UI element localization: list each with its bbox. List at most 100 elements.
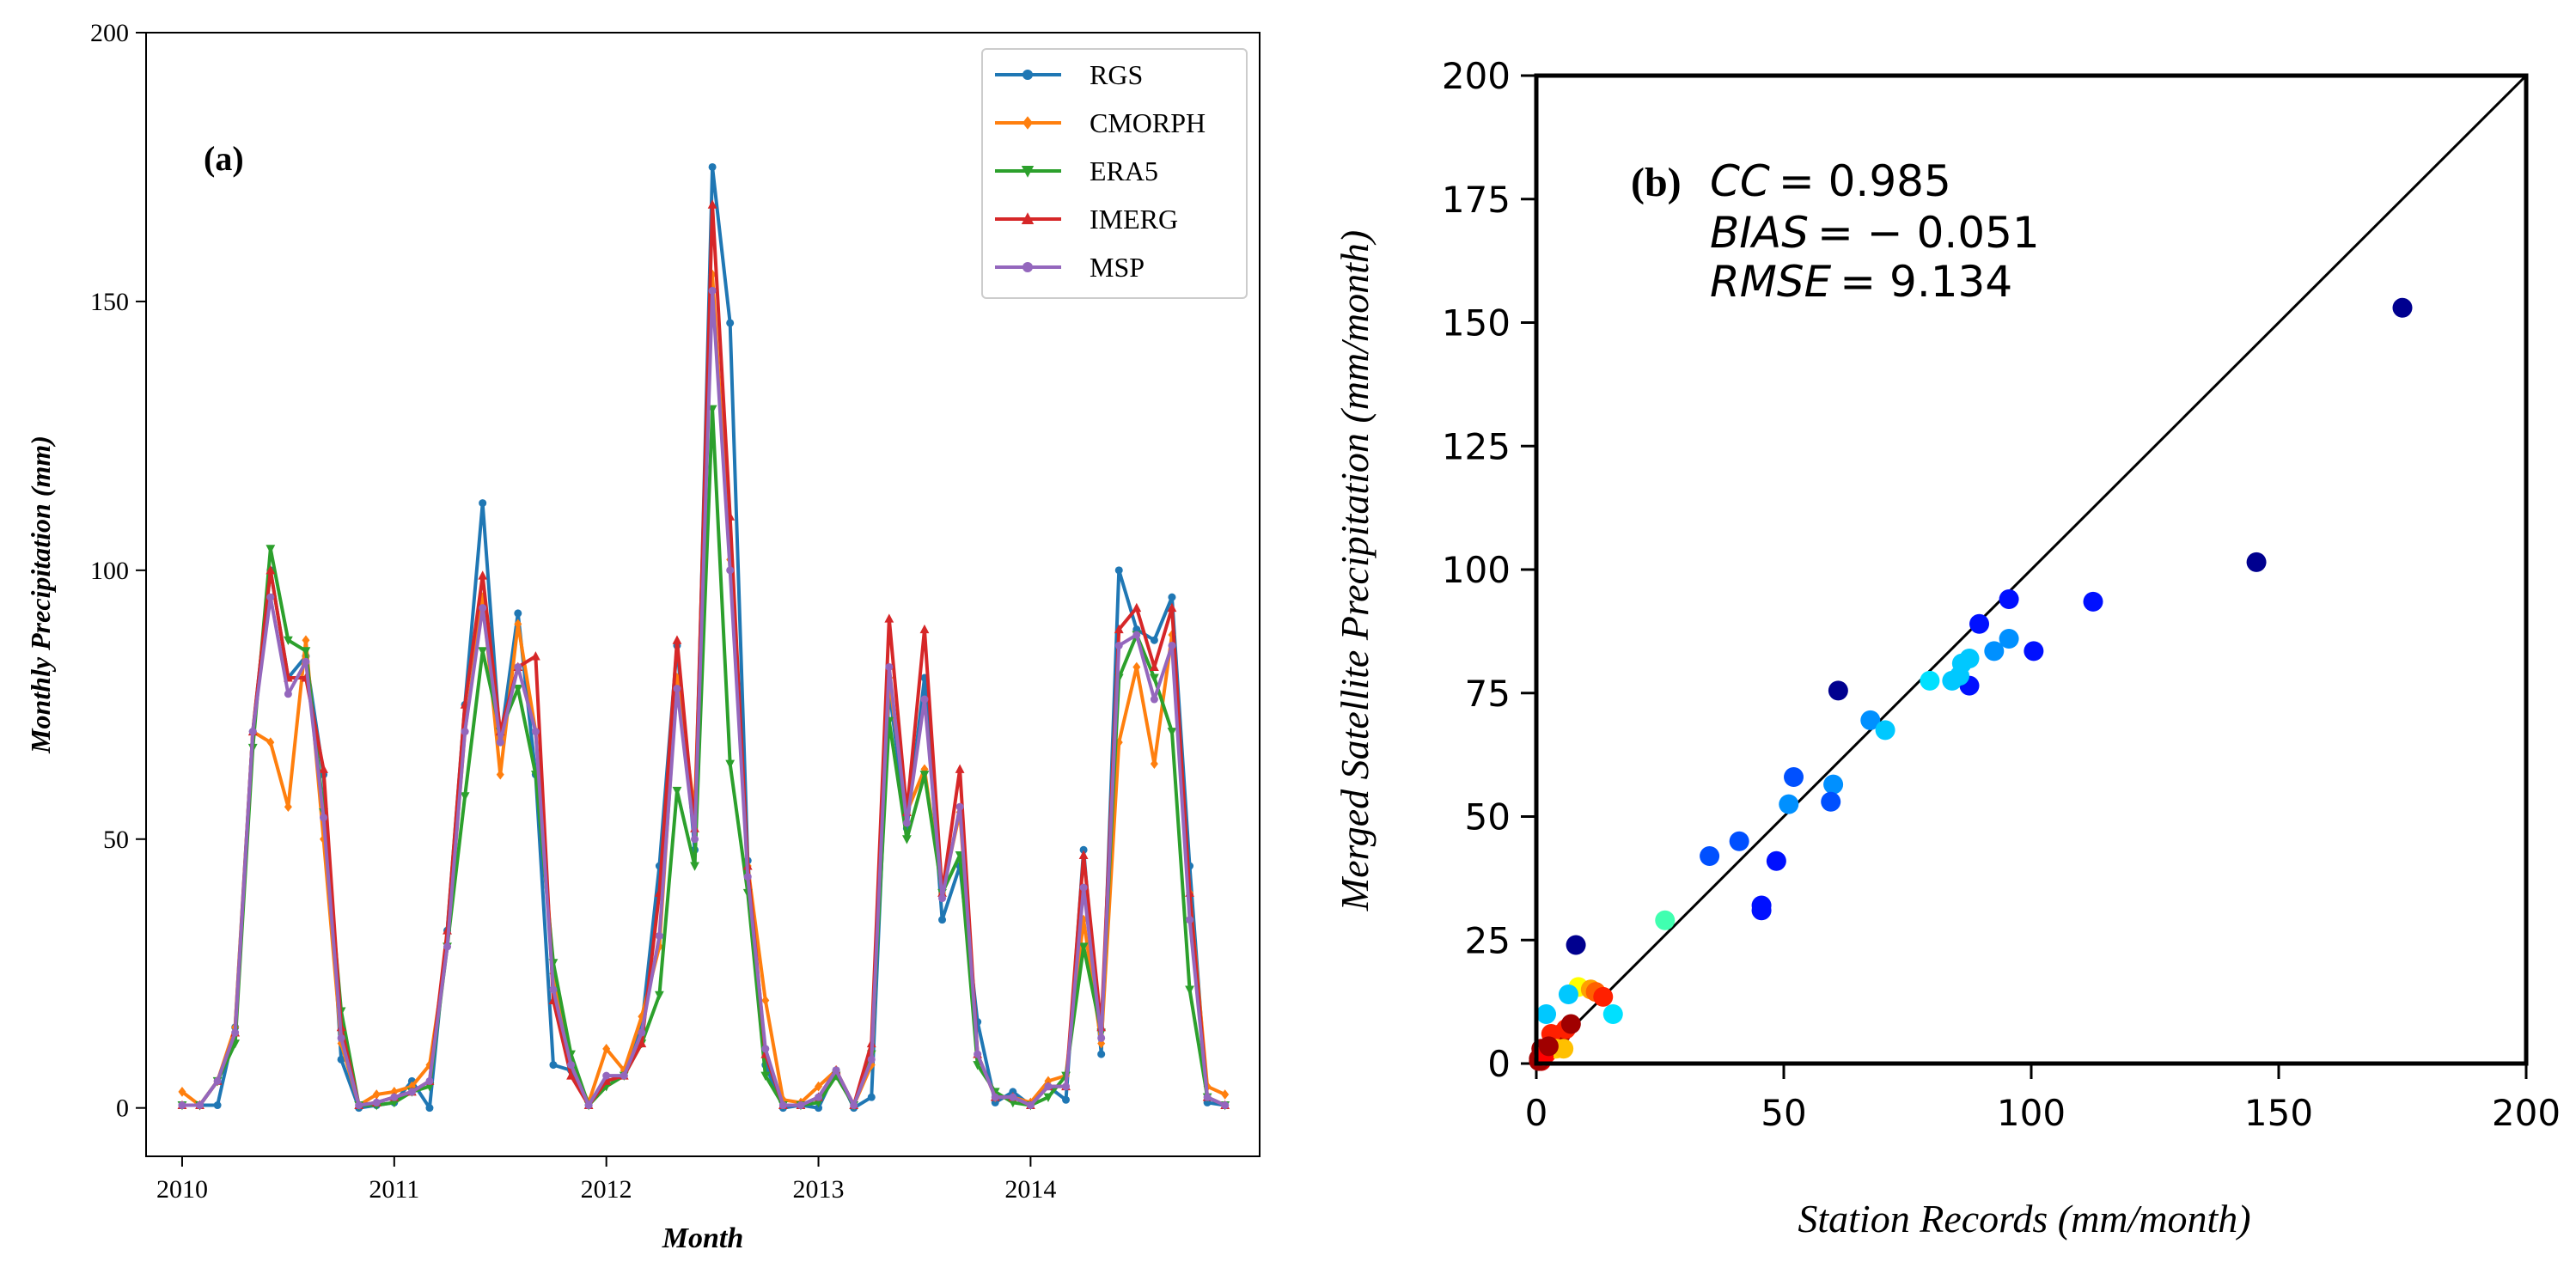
data-point xyxy=(425,1059,434,1070)
data-point xyxy=(284,690,292,698)
data-point xyxy=(1079,845,1088,854)
stat-bias-value: = − 0.051 xyxy=(1817,208,2040,258)
data-point xyxy=(1079,883,1088,892)
legend-label: MSP xyxy=(1090,252,1145,283)
data-point xyxy=(1203,1093,1212,1101)
data-point xyxy=(284,802,292,813)
panel-a-y-axis-title: Monthly Precipitation (mm) xyxy=(25,436,56,754)
data-point xyxy=(884,613,894,623)
stat-cc-var: CC xyxy=(1710,156,1770,206)
x-tick-label: 2011 xyxy=(369,1175,419,1204)
data-point xyxy=(726,319,735,327)
data-point xyxy=(708,162,717,171)
data-point xyxy=(638,1028,646,1037)
data-point xyxy=(919,771,930,780)
data-point xyxy=(637,1038,647,1048)
legend-label: CMORPH xyxy=(1090,107,1206,138)
scatter-point xyxy=(1655,910,1676,930)
data-point xyxy=(708,269,717,280)
y-tick-label: 150 xyxy=(1442,302,1511,344)
panel-b-y-axis-title: Merged Satellite Precipitation (mm/month… xyxy=(1333,230,1377,911)
data-point xyxy=(266,593,275,601)
data-point xyxy=(372,1089,381,1100)
data-point xyxy=(1097,1033,1106,1042)
data-point xyxy=(955,764,965,773)
y-tick-label: 25 xyxy=(1465,919,1511,961)
data-point xyxy=(425,1076,434,1085)
data-point xyxy=(479,604,487,613)
data-point xyxy=(1149,661,1159,671)
x-tick-label: 2013 xyxy=(793,1175,845,1204)
stat-rmse-value: = 9.134 xyxy=(1840,257,2012,307)
legend-label: RGS xyxy=(1090,59,1143,90)
data-point xyxy=(1186,916,1194,924)
scatter-point xyxy=(1729,831,1749,851)
panel-a-x-axis: 2010 2011 2012 2013 2014 xyxy=(156,1156,1056,1204)
data-point xyxy=(301,647,311,656)
scatter-point xyxy=(1828,680,1848,701)
legend-swatch-marker xyxy=(1022,70,1033,80)
x-tick-label: 150 xyxy=(2244,1092,2313,1134)
y-tick-label: 200 xyxy=(1442,55,1511,97)
scatter-point xyxy=(1860,710,1881,730)
stat-cc: CC = 0.985 xyxy=(1710,156,1951,206)
data-point xyxy=(726,566,735,575)
panel-b-label: (b) xyxy=(1631,160,1682,205)
scatter-point xyxy=(1602,1004,1623,1024)
scatter-point xyxy=(1554,1039,1574,1059)
y-tick-label: 200 xyxy=(90,19,129,47)
data-point xyxy=(815,1093,823,1101)
scatter-point xyxy=(1536,1004,1557,1024)
data-point xyxy=(743,873,752,881)
legend-frame xyxy=(981,48,1248,299)
data-point xyxy=(513,685,523,694)
data-point xyxy=(1168,593,1176,601)
data-point xyxy=(1114,641,1123,649)
data-point xyxy=(425,1104,434,1113)
stats-annotation: CC = 0.985 BIAS = − 0.051 RMSE = 9.134 xyxy=(1710,156,2040,307)
data-point xyxy=(867,1055,876,1064)
scatter-point xyxy=(1999,589,2019,609)
x-tick-label: 2010 xyxy=(156,1175,208,1204)
data-point xyxy=(815,1104,823,1113)
panel-a-label: (a) xyxy=(204,139,244,178)
data-point xyxy=(761,1045,770,1053)
panel-a-x-axis-title: Month xyxy=(662,1222,744,1254)
data-point xyxy=(1132,661,1141,673)
data-point xyxy=(549,1061,558,1070)
y-tick-label: 100 xyxy=(90,557,129,585)
data-point xyxy=(479,499,487,508)
data-point xyxy=(178,1087,186,1097)
data-point xyxy=(231,1028,240,1037)
scatter-point xyxy=(1821,791,1841,812)
stat-bias: BIAS = − 0.051 xyxy=(1710,208,2040,258)
scatter-point xyxy=(1538,1036,1559,1057)
data-point xyxy=(566,1070,576,1080)
scatter-point xyxy=(1700,846,1720,866)
y-tick-label: 150 xyxy=(90,288,129,316)
scatter-point xyxy=(1875,720,1895,741)
y-tick-label: 75 xyxy=(1465,673,1511,715)
data-point xyxy=(1114,624,1124,634)
data-point xyxy=(1168,641,1176,649)
data-point xyxy=(902,819,911,827)
panel-a-plot-area xyxy=(145,32,1261,1157)
data-point xyxy=(1026,1101,1035,1110)
panel-b-x-axis-title: Station Records (mm/month) xyxy=(1798,1197,2250,1241)
legend-swatch-marker xyxy=(1022,116,1033,130)
data-point xyxy=(1150,695,1158,704)
data-point xyxy=(850,1101,858,1110)
x-tick-label: 100 xyxy=(1997,1092,2066,1134)
y-tick-label: 50 xyxy=(1465,796,1511,838)
data-point xyxy=(1097,1050,1106,1058)
data-point xyxy=(885,662,894,671)
data-point xyxy=(901,835,912,844)
data-point xyxy=(761,995,770,1006)
scatter-point xyxy=(2083,591,2103,612)
data-point xyxy=(815,1081,823,1092)
data-point xyxy=(213,1076,222,1085)
data-point xyxy=(1114,566,1123,575)
one-to-one-line xyxy=(1535,74,2528,1065)
data-point xyxy=(938,916,947,924)
data-point xyxy=(974,1050,982,1058)
